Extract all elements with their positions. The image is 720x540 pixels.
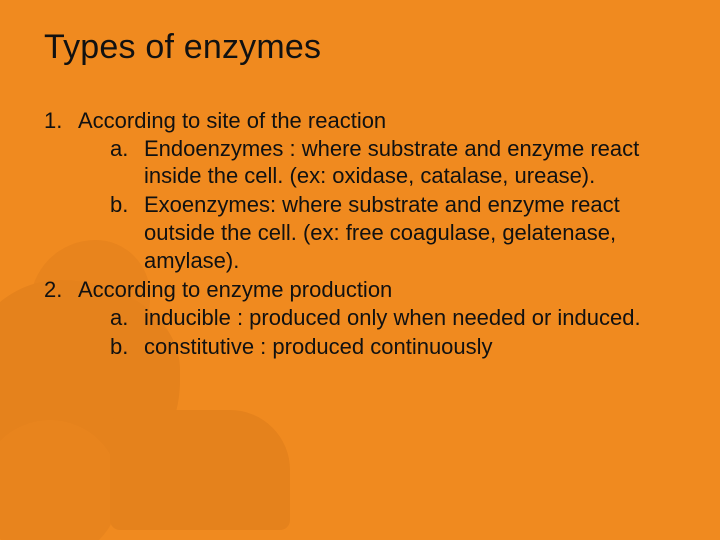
alpha-list: a. inducible : produced only when needed… (110, 304, 676, 360)
item-marker: a. (110, 304, 128, 332)
slide-content: Types of enzymes 1. According to site of… (0, 0, 720, 382)
slide-body: 1. According to site of the reaction a. … (44, 107, 676, 360)
item-marker: a. (110, 135, 128, 163)
item-marker: 2. (44, 276, 62, 304)
item-text: According to enzyme production (78, 277, 392, 302)
slide: Types of enzymes 1. According to site of… (0, 0, 720, 540)
item-marker: 1. (44, 107, 62, 135)
numbered-list: 1. According to site of the reaction a. … (44, 107, 676, 360)
alpha-list: a. Endoenzymes : where substrate and enz… (110, 135, 676, 275)
list-item: b. Exoenzymes: where substrate and enzym… (110, 191, 676, 274)
list-item: a. inducible : produced only when needed… (110, 304, 676, 332)
item-text: Exoenzymes: where substrate and enzyme r… (144, 192, 620, 272)
item-marker: b. (110, 333, 128, 361)
item-text: inducible : produced only when needed or… (144, 305, 641, 330)
item-text: constitutive : produced continuously (144, 334, 493, 359)
list-item: a. Endoenzymes : where substrate and enz… (110, 135, 676, 190)
item-text: According to site of the reaction (78, 108, 386, 133)
list-item: b. constitutive : produced continuously (110, 333, 676, 361)
slide-title: Types of enzymes (44, 28, 676, 67)
list-item: 1. According to site of the reaction a. … (44, 107, 676, 274)
item-marker: b. (110, 191, 128, 219)
list-item: 2. According to enzyme production a. ind… (44, 276, 676, 360)
item-text: Endoenzymes : where substrate and enzyme… (144, 136, 639, 189)
